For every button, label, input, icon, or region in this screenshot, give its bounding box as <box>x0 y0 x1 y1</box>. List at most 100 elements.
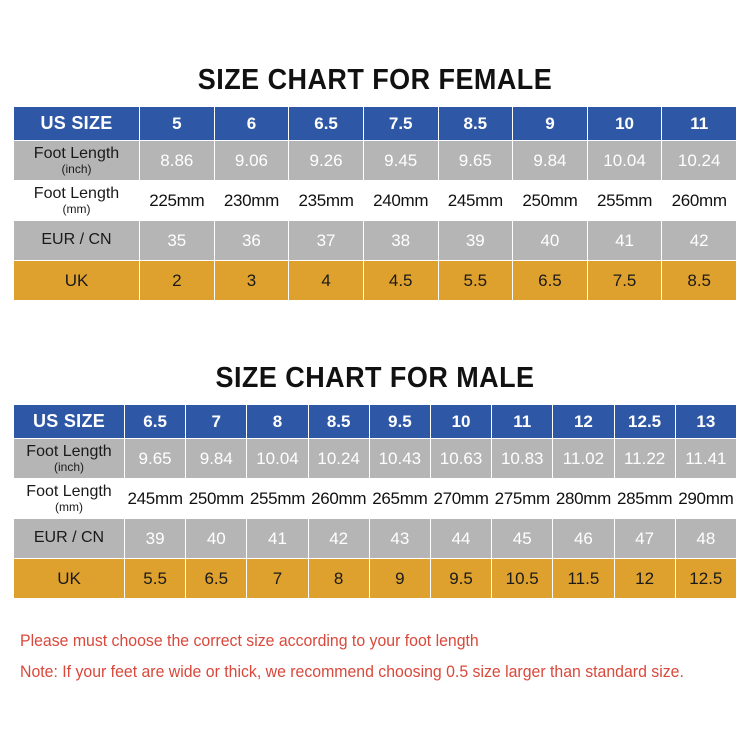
mm-value: 230mm <box>223 190 280 210</box>
table-row-uk: UK 5.5 6.5 7 8 9 9.5 10.5 11.5 12 12.5 <box>14 559 736 598</box>
male-cell-uk-9: 12.5 <box>675 559 736 598</box>
female-cell-us-size-1: 6 <box>214 107 289 140</box>
row-label-unit: (inch) <box>61 161 92 176</box>
male-cell-foot-inch-7: 11.02 <box>553 439 614 478</box>
female-row-label-foot-inch: Foot Length (inch) <box>14 141 139 180</box>
female-cell-eur-cn-5: 40 <box>513 221 587 260</box>
male-cell-eur-cn-9: 48 <box>675 519 736 558</box>
female-cell-uk-5: 6.5 <box>513 261 587 300</box>
male-cell-eur-cn-6: 45 <box>492 519 553 558</box>
female-cell-foot-inch-0: 8.86 <box>140 141 214 180</box>
male-cell-foot-mm-2: 255mm <box>247 479 308 518</box>
mm-value: 280mm <box>555 488 611 508</box>
female-cell-foot-inch-4: 9.65 <box>438 141 513 180</box>
female-cell-foot-mm-6: 255mm <box>587 181 662 220</box>
female-cell-us-size-7: 11 <box>662 107 736 140</box>
female-cell-eur-cn-2: 37 <box>289 221 363 260</box>
female-row-label-foot-mm: Foot Length (mm) <box>14 181 139 220</box>
male-cell-eur-cn-1: 40 <box>186 519 247 558</box>
male-cell-us-size-4: 9.5 <box>369 405 430 438</box>
male-row-label-us-size: US SIZE <box>14 405 124 438</box>
female-cell-us-size-2: 6.5 <box>289 107 363 140</box>
female-cell-eur-cn-3: 38 <box>363 221 438 260</box>
female-cell-eur-cn-7: 42 <box>662 221 736 260</box>
male-cell-us-size-1: 7 <box>186 405 247 438</box>
male-cell-foot-inch-0: 9.65 <box>125 439 186 478</box>
female-cell-foot-inch-5: 9.84 <box>513 141 587 180</box>
male-row-label-uk: UK <box>14 559 124 598</box>
row-label-unit: (mm) <box>55 499 83 514</box>
mm-value: 245mm <box>127 488 183 508</box>
footer-notes: Please must choose the correct size acco… <box>13 599 737 680</box>
female-cell-foot-mm-3: 240mm <box>363 181 438 220</box>
table-row-eur-cn: EUR / CN 39 40 41 42 43 44 45 46 47 48 <box>14 519 736 558</box>
male-cell-us-size-7: 12 <box>553 405 614 438</box>
mm-value: 290mm <box>678 488 734 508</box>
male-cell-foot-mm-1: 250mm <box>186 479 247 518</box>
table-row-foot-mm: Foot Length (mm) 225mm 230mm 235mm 240mm 245mm… <box>14 181 736 220</box>
male-cell-uk-2: 7 <box>247 559 308 598</box>
male-cell-us-size-2: 8 <box>247 405 308 438</box>
male-cell-foot-inch-9: 11.41 <box>675 439 736 478</box>
male-cell-foot-mm-0: 245mm <box>125 479 186 518</box>
male-cell-foot-mm-7: 280mm <box>553 479 614 518</box>
female-cell-uk-1: 3 <box>214 261 289 300</box>
female-row-label-eur-cn: EUR / CN <box>14 221 139 260</box>
female-row-label-us-size: US SIZE <box>14 107 139 140</box>
female-cell-uk-0: 2 <box>140 261 214 300</box>
female-cell-foot-inch-3: 9.45 <box>363 141 438 180</box>
male-row-label-foot-mm: Foot Length (mm) <box>14 479 124 518</box>
female-cell-eur-cn-6: 41 <box>587 221 662 260</box>
male-cell-eur-cn-3: 42 <box>308 519 369 558</box>
female-cell-us-size-5: 9 <box>513 107 587 140</box>
male-cell-us-size-3: 8.5 <box>308 405 369 438</box>
footer-note-line-2: Note: If your feet are wide or thick, we… <box>20 662 684 681</box>
male-chart-title: SIZE CHART FOR MALE <box>215 362 535 394</box>
female-cell-foot-inch-2: 9.26 <box>289 141 363 180</box>
male-row-label-foot-inch: Foot Length (inch) <box>14 439 124 478</box>
male-cell-foot-mm-6: 275mm <box>492 479 553 518</box>
male-cell-foot-inch-5: 10.63 <box>430 439 492 478</box>
female-cell-foot-mm-0: 225mm <box>140 181 214 220</box>
male-cell-eur-cn-2: 41 <box>247 519 308 558</box>
mm-value: 240mm <box>373 190 429 210</box>
male-cell-us-size-0: 6.5 <box>125 405 186 438</box>
mm-value: 255mm <box>596 190 653 210</box>
table-row-us-size: US SIZE 6.5 7 8 8.5 9.5 10 11 12 12.5 13 <box>14 405 736 438</box>
female-cell-uk-4: 5.5 <box>438 261 513 300</box>
male-cell-eur-cn-5: 44 <box>430 519 492 558</box>
mm-value: 225mm <box>149 190 205 210</box>
female-chart-title: SIZE CHART FOR FEMALE <box>197 64 553 96</box>
mm-value: 235mm <box>298 190 354 210</box>
male-cell-us-size-8: 12.5 <box>614 405 675 438</box>
table-row-us-size: US SIZE 5 6 6.5 7.5 8.5 9 10 11 <box>14 107 736 140</box>
female-size-table: US SIZE 5 6 6.5 7.5 8.5 9 10 11 Foot Length (inch)… <box>13 106 737 301</box>
female-cell-foot-mm-1: 230mm <box>214 181 289 220</box>
mm-value: 260mm <box>671 190 727 210</box>
mm-value: 265mm <box>372 488 428 508</box>
male-cell-foot-mm-9: 290mm <box>675 479 736 518</box>
footer-note-line-1: Please must choose the correct size acco… <box>20 632 479 650</box>
male-cell-foot-inch-1: 9.84 <box>186 439 247 478</box>
male-cell-eur-cn-4: 43 <box>369 519 430 558</box>
female-cell-eur-cn-0: 35 <box>140 221 214 260</box>
male-row-label-eur-cn: EUR / CN <box>14 519 124 558</box>
female-cell-uk-7: 8.5 <box>662 261 736 300</box>
male-cell-foot-mm-3: 260mm <box>308 479 369 518</box>
female-cell-us-size-0: 5 <box>140 107 214 140</box>
male-cell-uk-1: 6.5 <box>186 559 247 598</box>
mm-value: 255mm <box>249 488 306 508</box>
mm-value: 285mm <box>617 488 673 508</box>
female-cell-eur-cn-4: 39 <box>438 221 513 260</box>
male-cell-uk-4: 9 <box>369 559 430 598</box>
male-cell-eur-cn-8: 47 <box>614 519 675 558</box>
table-row-foot-inch: Foot Length (inch) 9.65 9.84 10.04 10.24 10.43… <box>14 439 736 478</box>
row-label-main: Foot Length <box>33 185 120 203</box>
female-cell-foot-inch-7: 10.24 <box>662 141 736 180</box>
female-cell-us-size-4: 8.5 <box>438 107 513 140</box>
female-cell-uk-3: 4.5 <box>363 261 438 300</box>
male-cell-foot-inch-3: 10.24 <box>308 439 369 478</box>
table-row-foot-mm: Foot Length (mm) 245mm 250mm 255mm 260mm 265mm… <box>14 479 736 518</box>
table-row-uk: UK 2 3 4 4.5 5.5 6.5 7.5 8.5 <box>14 261 736 300</box>
